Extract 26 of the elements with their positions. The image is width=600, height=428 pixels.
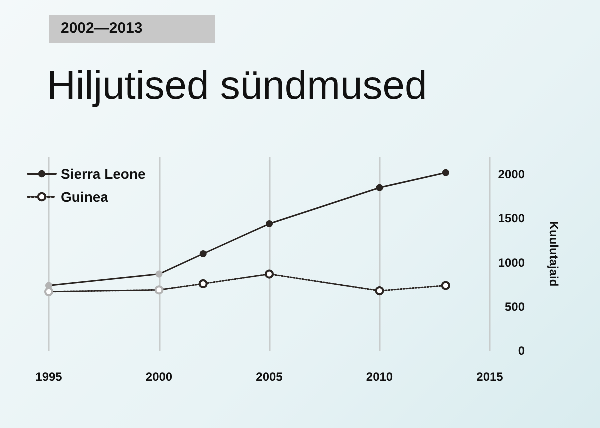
x-tick-label: 2010 xyxy=(366,370,394,384)
chart-subtitle: 2002—2013 xyxy=(49,15,215,43)
x-tick-label: 1995 xyxy=(36,370,63,384)
y-tick-label: 0 xyxy=(518,344,526,358)
x-tick-label: 2005 xyxy=(256,370,284,384)
y-tick-label: 1000 xyxy=(498,256,526,270)
y-tick-label: 2000 xyxy=(498,168,526,182)
y-axis-title: Kuulutajaid xyxy=(547,221,561,287)
x-tick-label: 2000 xyxy=(146,370,173,384)
chart-title: Hiljutised sündmused xyxy=(47,64,428,109)
x-tick-label: 2015 xyxy=(476,370,504,384)
point xyxy=(154,286,164,295)
point xyxy=(376,184,384,192)
point xyxy=(265,270,274,279)
point xyxy=(156,270,163,278)
point xyxy=(198,279,208,288)
legend-label: Sierra Leone xyxy=(61,166,146,182)
point xyxy=(266,220,273,228)
point xyxy=(441,281,450,290)
point xyxy=(44,287,54,296)
legend-label: Guinea xyxy=(61,189,109,205)
point xyxy=(375,286,384,296)
point xyxy=(442,169,450,176)
point xyxy=(200,250,207,258)
y-tick-label: 500 xyxy=(504,300,526,314)
y-tick-label: 1500 xyxy=(498,212,526,226)
